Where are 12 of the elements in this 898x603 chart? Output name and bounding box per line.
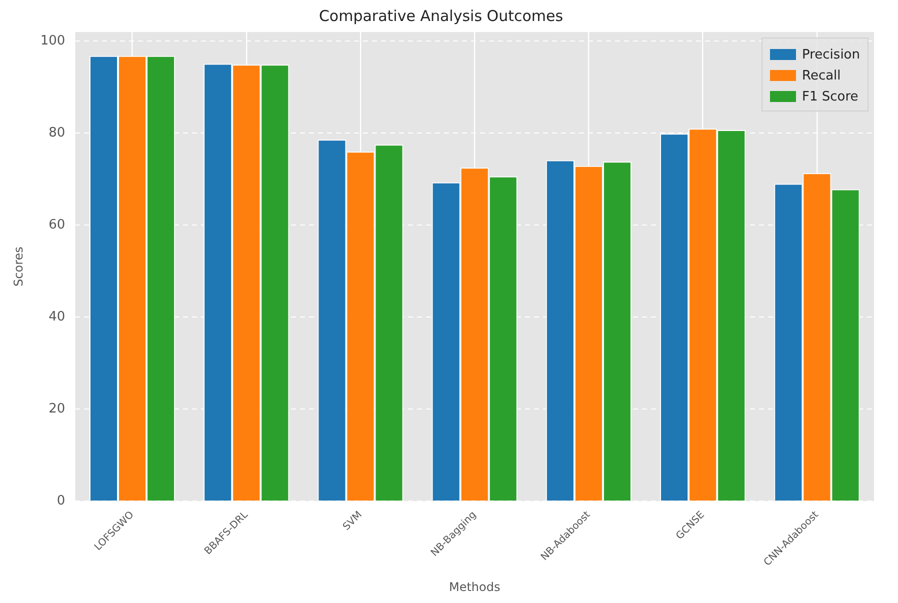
legend-label: Precision xyxy=(802,47,860,62)
y-tick-label: 20 xyxy=(48,401,66,416)
legend-label: F1 Score xyxy=(802,89,858,104)
legend-label: Recall xyxy=(802,68,841,84)
y-tick-label: 0 xyxy=(56,493,66,508)
x-axis-title: Methods xyxy=(448,580,500,594)
y-tick-label: 40 xyxy=(48,309,66,324)
y-tick-label: 60 xyxy=(48,218,66,233)
y-tick-label: 80 xyxy=(48,126,66,141)
chart-title: Comparative Analysis Outcomes xyxy=(318,6,564,25)
y-axis-title: Scores xyxy=(11,246,26,286)
y-tick-label: 100 xyxy=(40,34,66,49)
